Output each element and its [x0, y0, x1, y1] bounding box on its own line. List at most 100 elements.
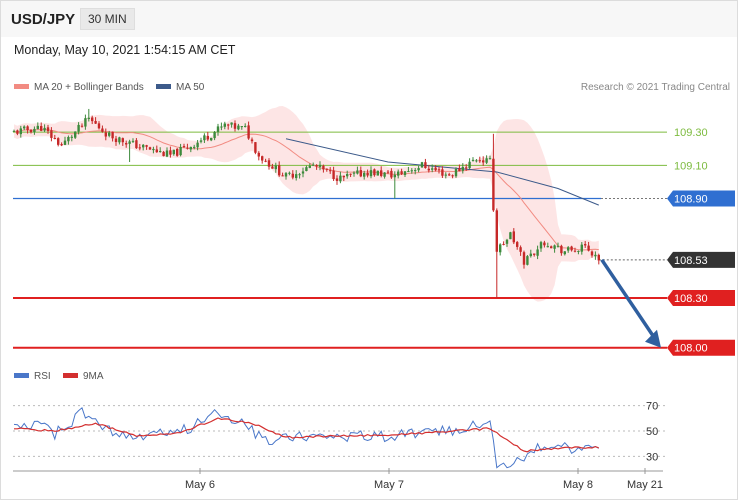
candle-body: [70, 136, 73, 138]
candle-body: [121, 138, 124, 143]
candle-body: [84, 118, 87, 127]
candle-body: [359, 170, 362, 177]
candle-body: [97, 123, 101, 129]
candle-body: [322, 165, 325, 170]
candle-body: [148, 147, 152, 150]
candle-body: [240, 126, 243, 128]
rsi-line: [13, 406, 600, 469]
candle-body: [550, 246, 553, 249]
candle-body: [376, 170, 379, 176]
candle-body: [373, 169, 376, 176]
candle-body: [152, 148, 155, 151]
candle-body: [573, 250, 577, 252]
candle-body: [199, 140, 203, 142]
support-price-tag-108.00: [667, 339, 735, 356]
candle-body: [26, 126, 29, 131]
candle-body: [257, 152, 260, 157]
candle-body: [36, 125, 39, 130]
candle-body: [478, 160, 481, 162]
candle-body: [468, 161, 471, 169]
candle-body: [424, 162, 427, 168]
candle-body: [94, 121, 97, 124]
rsi-panel: [13, 406, 600, 469]
candle-body: [19, 128, 22, 135]
candle-body: [420, 162, 424, 168]
pivot-price-tag-108.90: [667, 190, 735, 207]
candle-body: [444, 174, 447, 176]
candle-body: [356, 170, 359, 174]
candle-body: [247, 125, 250, 139]
candle-body: [12, 130, 16, 132]
candle-body: [40, 126, 43, 131]
candle-body: [465, 167, 468, 169]
candle-body: [284, 173, 288, 177]
x-tick-label: May 8: [563, 479, 593, 491]
candle-body: [590, 251, 594, 256]
candle-body: [33, 128, 36, 133]
candle-body: [213, 132, 216, 139]
candle-body: [23, 126, 26, 129]
candle-body: [312, 164, 315, 166]
x-axis: May 6 May 7 May 8 May 21: [13, 468, 663, 491]
candle-body: [386, 171, 390, 173]
candle-body: [50, 130, 53, 138]
candle-body: [584, 244, 587, 246]
projection-arrow: [600, 258, 661, 348]
candle-body: [482, 160, 485, 163]
candle-body: [342, 175, 345, 178]
price-levels: [13, 131, 667, 349]
rsi-grid: 70 50 30: [13, 401, 667, 463]
candle-body: [407, 171, 410, 173]
rsi-ma-line: [14, 417, 600, 453]
ma50-line: [285, 138, 599, 206]
candle-body: [131, 140, 135, 142]
candle-body: [210, 137, 213, 141]
candle-body: [274, 165, 277, 170]
candle-body: [189, 146, 192, 150]
candle-body: [261, 156, 264, 161]
candle-body: [53, 137, 56, 139]
candle-body: [393, 174, 396, 178]
candle-body: [220, 126, 223, 128]
header-bar: USD/JPY 30 MIN: [1, 1, 737, 37]
candle-body: [305, 167, 308, 172]
candle-body: [101, 128, 104, 132]
candle-body: [410, 170, 413, 172]
candle-body: [485, 158, 488, 163]
candle-body: [281, 175, 284, 177]
candle-body: [172, 149, 175, 155]
rsi-tick-30: 30: [646, 451, 658, 463]
candle-body: [522, 252, 526, 265]
candle-body: [165, 150, 169, 157]
candle-body: [46, 127, 50, 132]
candle-body: [77, 124, 80, 132]
pivot-label-108.90: 108.90: [674, 193, 708, 205]
candle-body: [128, 141, 131, 144]
candle-body: [335, 178, 339, 181]
candle-body: [427, 168, 430, 171]
candle-body: [563, 251, 566, 255]
candle-body: [556, 245, 560, 247]
projection-arrow-shaft: [600, 258, 657, 340]
candle-body: [417, 168, 420, 171]
candle-body: [233, 123, 237, 129]
candle-body: [339, 175, 342, 182]
candle-body: [349, 173, 352, 175]
rsi-legend-swatch: [14, 373, 29, 378]
candle-body: [315, 165, 318, 167]
candle-body: [63, 140, 67, 145]
ma20-legend-swatch: [14, 84, 29, 89]
candle-body: [278, 165, 281, 176]
candle-body: [114, 138, 118, 143]
candle-body: [363, 172, 366, 177]
candle-body: [546, 246, 549, 248]
x-tick-label: May 6: [185, 479, 215, 491]
candle-body: [352, 172, 356, 174]
candle-body: [244, 125, 247, 127]
candle-body: [329, 170, 332, 172]
timeframe-badge[interactable]: 30 MIN: [80, 8, 135, 30]
candle-body: [216, 126, 220, 132]
candle-body: [529, 253, 532, 257]
candle-body: [237, 125, 240, 130]
candle-body: [594, 254, 597, 257]
